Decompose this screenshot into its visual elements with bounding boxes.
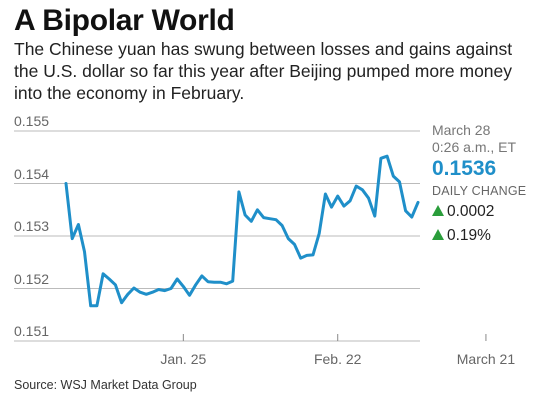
up-arrow-icon (432, 205, 444, 216)
daily-change-abs: 0.0002 (432, 201, 544, 222)
y-tick-label: 0.151 (14, 323, 50, 339)
series-layer (64, 154, 420, 308)
series-line (64, 154, 420, 308)
y-tick-label: 0.154 (14, 165, 50, 182)
latest-value: 0.1536 (432, 157, 497, 180)
y-tick-label: 0.153 (14, 218, 50, 234)
daily-change-pct-value: 0.19% (447, 227, 491, 244)
daily-change-label: DAILY CHANGE (432, 184, 527, 198)
gridlines (14, 130, 487, 342)
latest-value-panel: March 28 0:26 a.m., ET 0.1536 DAILY CHAN… (432, 122, 544, 246)
chart-title: A Bipolar World (14, 4, 235, 37)
latest-date: March 28 (432, 122, 491, 138)
x-tick-label: Feb. 22 (313, 351, 362, 367)
source-note: Source: WSJ Market Data Group (14, 378, 197, 392)
y-tick-label: 0.152 (14, 270, 50, 287)
x-tick-label: March 21 (456, 351, 516, 367)
x-tick-label: Jan. 25 (160, 351, 207, 367)
daily-change-abs-value: 0.0002 (447, 203, 495, 220)
chart-subtitle: The Chinese yuan has swung between losse… (14, 39, 513, 103)
y-tick-label: 0.155 (14, 113, 50, 129)
daily-change-pct: 0.19% (432, 225, 544, 246)
latest-time: 0:26 a.m., ET (432, 139, 517, 155)
up-arrow-icon (432, 229, 444, 240)
